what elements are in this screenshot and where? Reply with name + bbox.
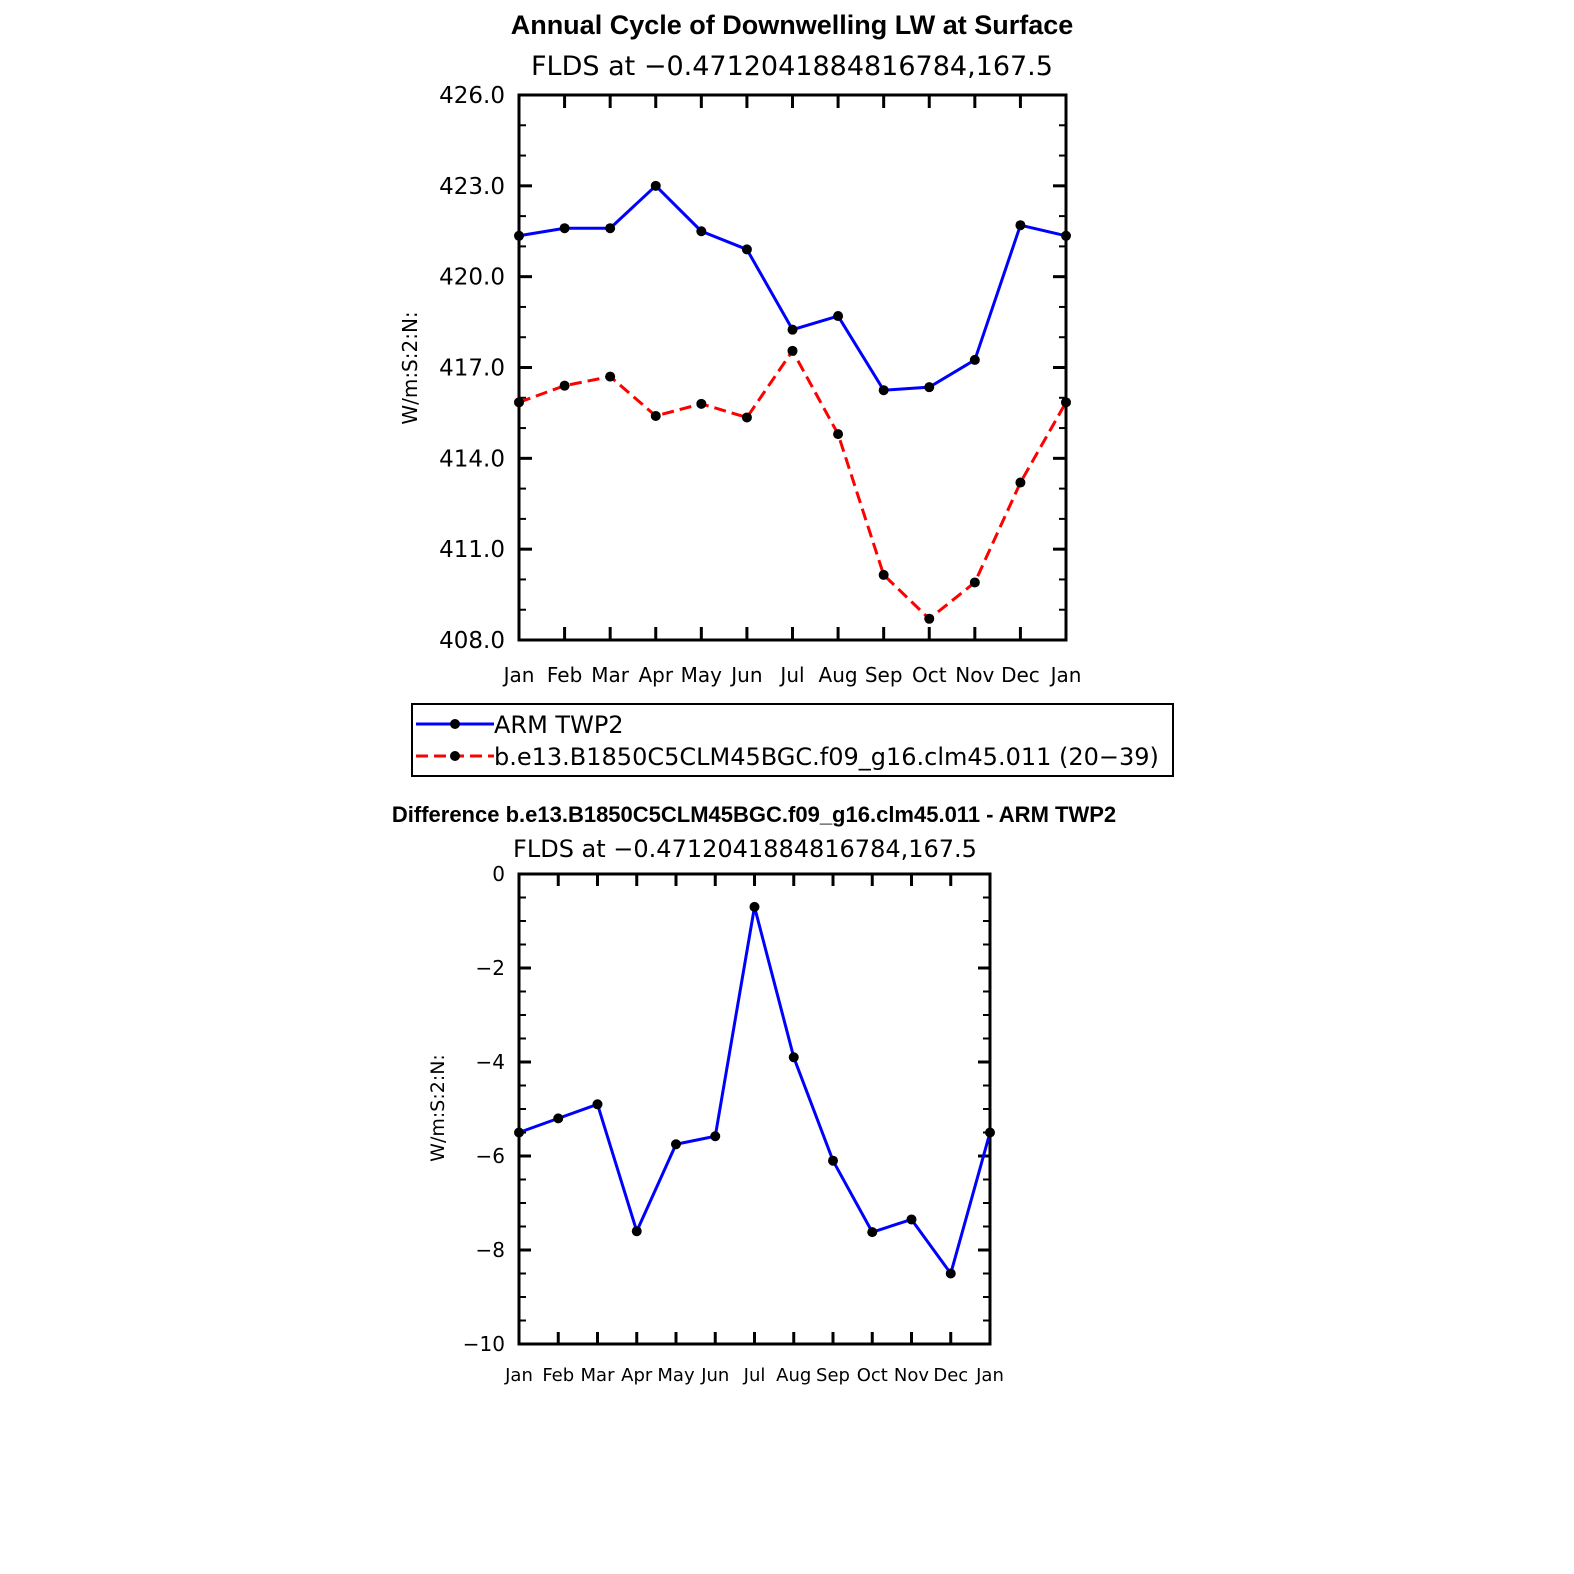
data-point (696, 226, 707, 237)
data-point (749, 901, 760, 912)
data-point (833, 311, 844, 322)
data-point (710, 1131, 721, 1142)
data-point (878, 569, 889, 580)
y-tick-label: 411.0 (439, 537, 505, 563)
y-tick-label: −10 (463, 1332, 505, 1356)
legend: ARM TWP2 b.e13.B1850C5CLM45BGC.f09_g16.c… (411, 703, 1174, 777)
data-point (559, 380, 570, 391)
data-point (696, 398, 707, 409)
legend-label-arm-twp2: ARM TWP2 (494, 711, 624, 739)
bottom-chart-plot-area: Jan Feb Mar Apr May Jun Jul Aug Sep Oct Nov Dec Jan −… (463, 862, 1004, 1386)
data-point (592, 1099, 603, 1110)
y-tick-label: −8 (476, 1238, 505, 1262)
x-tick-label: Dec (933, 1365, 968, 1386)
y-tick-label: 408.0 (439, 628, 505, 654)
data-point (605, 223, 616, 234)
bottom-chart-title: Difference b.e13.B1850C5CLM45BGC.f09_g16… (392, 802, 1116, 827)
data-point (605, 371, 616, 382)
plot-frame (517, 872, 992, 1346)
x-tick-label: Jan (504, 1365, 533, 1386)
data-point (1015, 220, 1026, 231)
x-tick-label: Oct (912, 663, 947, 687)
y-tick-label: −4 (476, 1050, 505, 1074)
x-tick-label: Sep (816, 1365, 850, 1386)
x-tick-label: Jun (729, 663, 762, 687)
data-point (553, 1113, 564, 1124)
data-point (650, 180, 661, 191)
data-point (631, 1226, 642, 1237)
y-tick-label: 417.0 (439, 356, 505, 382)
data-point (833, 429, 844, 440)
data-point (828, 1155, 838, 1166)
plot-frame (517, 93, 1068, 642)
y-tick-label: 0 (492, 862, 505, 886)
data-point (788, 1052, 799, 1063)
bottom-chart-subtitle: FLDS at −0.4712041884816784,167.5 (513, 835, 977, 863)
data-point (1015, 477, 1026, 488)
data-point (1061, 230, 1071, 241)
y-tick-label: −2 (476, 956, 505, 980)
y-tick-label: −6 (476, 1144, 505, 1168)
data-point (1061, 397, 1071, 408)
data-point (878, 385, 889, 396)
x-tick-label: Aug (819, 663, 858, 687)
x-tick-label: Feb (547, 663, 582, 687)
series-line-1 (518, 349, 1068, 621)
data-point (559, 223, 570, 234)
x-tick-label: Nov (955, 663, 994, 687)
data-point (514, 397, 524, 408)
x-tick-label: Dec (1001, 663, 1040, 687)
x-tick-label: May (681, 663, 723, 687)
x-tick-label: Jan (975, 1365, 1004, 1386)
bottom-chart-y-axis-label: W/m:S:2:N: (427, 1054, 449, 1162)
y-tick-label: 414.0 (439, 446, 505, 472)
y-tick-label: 420.0 (439, 265, 505, 291)
x-tick-label: Jun (700, 1365, 729, 1386)
data-point (924, 382, 935, 393)
data-point (741, 244, 752, 255)
data-point (924, 613, 935, 624)
top-chart-subtitle: FLDS at −0.4712041884816784,167.5 (531, 51, 1053, 82)
x-tick-label: Mar (591, 663, 630, 687)
x-tick-label: Jul (778, 663, 804, 687)
data-point (787, 345, 798, 356)
legend-box (411, 703, 1174, 777)
x-tick-label: Apr (621, 1365, 653, 1386)
data-point (514, 1127, 524, 1138)
x-tick-label: Apr (638, 663, 673, 687)
top-chart-y-axis-label: W/m:S:2:N: (398, 311, 422, 424)
data-point (671, 1139, 681, 1150)
legend-marker-arm-twp2 (450, 719, 460, 729)
x-tick-label: Sep (865, 663, 903, 687)
data-point (514, 230, 524, 241)
x-tick-label: Jul (743, 1365, 766, 1386)
data-point (985, 1127, 995, 1138)
data-point (787, 324, 798, 335)
x-tick-label: Jan (502, 663, 535, 687)
x-tick-label: Jan (1049, 663, 1082, 687)
top-chart-plot-area: Jan Feb Mar Apr May Jun Jul Aug Sep Oct Nov Dec Jan 4… (439, 83, 1081, 687)
x-tick-label: May (657, 1365, 695, 1386)
x-tick-label: Aug (776, 1365, 811, 1386)
data-point (969, 577, 980, 588)
top-chart-title: Annual Cycle of Downwelling LW at Surfac… (511, 10, 1074, 40)
legend-marker-model (450, 751, 460, 761)
y-tick-label: 426.0 (439, 83, 505, 109)
series-line-0 (518, 905, 992, 1275)
x-tick-label: Nov (894, 1365, 929, 1386)
y-tick-label: 423.0 (439, 174, 505, 200)
x-tick-label: Mar (581, 1365, 616, 1386)
data-point (945, 1268, 956, 1279)
data-point (906, 1214, 917, 1225)
data-point (867, 1227, 878, 1238)
series-line-0 (518, 184, 1067, 392)
x-tick-label: Oct (857, 1365, 888, 1386)
data-point (650, 410, 661, 421)
data-point (969, 354, 980, 365)
x-tick-label: Feb (542, 1365, 574, 1386)
legend-label-model: b.e13.B1850C5CLM45BGC.f09_g16.clm45.011 … (494, 743, 1159, 771)
data-point (741, 412, 752, 423)
